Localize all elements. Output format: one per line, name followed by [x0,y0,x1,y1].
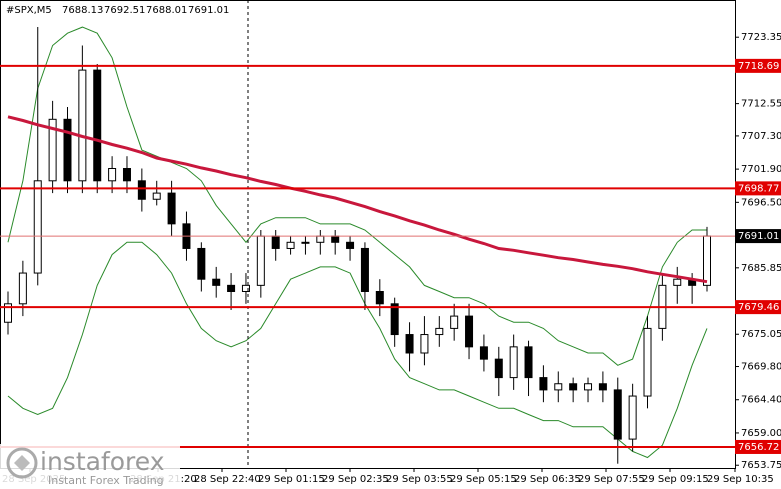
candle-body [584,383,593,391]
plot-frame [0,0,736,469]
x-tick-label: 29 Sep 01:15 [258,474,325,485]
header-value: 7688.13 [62,5,103,16]
candle-body [420,334,429,354]
x-tick-label: 29 Sep 06:35 [514,474,581,485]
bollinger-upper [7,26,707,366]
candle-body [137,180,146,200]
level-label: 7656.72 [738,442,779,453]
candle-body [316,235,325,243]
candle-body [256,235,265,286]
candle-body [524,346,533,379]
candle-body [301,241,310,244]
level-label: 7698.77 [738,183,779,194]
candle-body [509,346,518,379]
watermark-brand: instaforex [40,447,165,476]
y-tick-label: 7653.75 [741,460,781,471]
bollinger-lower [7,241,708,459]
candle-body [479,346,488,360]
y-tick-label: 7707.30 [741,131,781,142]
candle-body [152,192,161,200]
x-tick-label: 29 Sep 02:35 [322,474,389,485]
x-tick-label: 29 Sep 07:55 [578,474,645,485]
candle-body [375,291,384,305]
x-tick-label: 29 Sep 05:15 [450,474,517,485]
candle-body [569,383,578,391]
candle-body [122,168,131,182]
candle-body [360,247,369,293]
watermark-logo-mark [14,455,30,471]
y-tick-label: 7669.80 [741,362,781,373]
x-tick-label: 28 Sep 22:40 [194,474,261,485]
candle-body [212,278,221,286]
level-label-bg [735,181,781,196]
candle-body [108,168,117,182]
candle-body [271,235,280,249]
x-tick-label: 29 Sep 09:15 [642,474,709,485]
candle-body [33,180,42,274]
candle-body [598,383,607,391]
current-price-bg [735,229,781,244]
level-label-bg [735,300,781,315]
header-value: 7692.51 [104,5,145,16]
candle-body [390,303,399,336]
candle-body [331,235,340,243]
level-label-bg [735,58,781,73]
candle-body [494,358,503,379]
candle-body [435,327,444,336]
candle-body [465,315,474,348]
candle-body [93,69,102,182]
y-tick-label: 7659.00 [741,428,781,439]
y-tick-label: 7696.50 [741,197,781,208]
header-value: 7688.01 [146,5,187,16]
y-tick-label: 7723.35 [741,32,781,43]
watermark-logo [6,447,38,479]
current-price-label: 7691.01 [738,231,779,242]
candle-body [450,315,459,329]
candle-body [703,235,711,286]
y-tick-label: 7675.05 [741,329,781,340]
header-value: 7691.01 [188,5,229,16]
candle-body [628,395,637,440]
candle-body [63,118,72,182]
y-tick-label: 7712.55 [741,99,781,110]
candle-body [78,69,87,182]
x-tick-label: 29 Sep 10:35 [707,474,774,485]
watermark: instaforex Instant Forex Trading [0,444,180,489]
level-label: 7718.69 [738,61,779,72]
candle-body [539,377,548,391]
candle-body [643,327,652,397]
level-label-bg [735,439,781,454]
watermark-slogan: Instant Forex Trading [48,474,164,487]
y-tick-label: 7664.40 [741,395,781,406]
candle-body [613,389,622,440]
y-tick-label: 7701.90 [741,164,781,175]
candle-body [346,241,355,249]
candle-body [286,241,295,249]
level-label: 7679.46 [738,302,779,313]
candle-body [673,278,682,286]
candle-body [4,303,12,323]
candle-body [167,192,176,225]
x-tick-label: 29 Sep 03:55 [386,474,453,485]
candle-body [405,334,414,354]
candle-body [18,272,27,305]
candle-body [197,247,206,280]
moving-average [7,115,708,284]
y-tick-label: 7685.85 [741,263,781,274]
candle-body [227,284,236,293]
candle-body [554,383,563,391]
chart-title: #SPX,M5 [6,5,52,16]
candle-body [48,118,57,182]
candle-body [241,284,250,293]
